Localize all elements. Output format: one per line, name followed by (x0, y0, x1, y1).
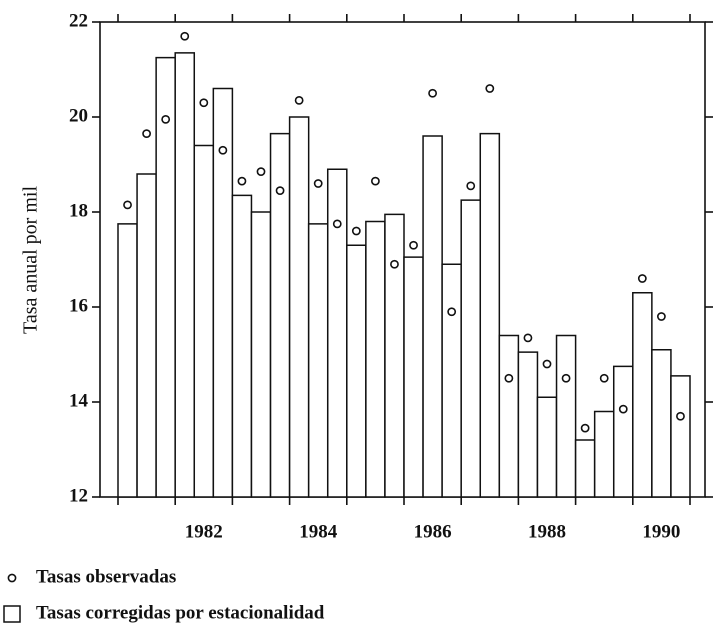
bar (231, 194, 253, 498)
bar (307, 223, 329, 498)
point (180, 31, 190, 41)
point (218, 145, 228, 155)
bar (593, 410, 615, 498)
bar (517, 351, 539, 498)
point (580, 423, 590, 433)
bar (403, 256, 424, 498)
point (447, 307, 457, 317)
bar (136, 173, 157, 498)
bar (670, 375, 691, 498)
point (523, 333, 533, 343)
point (370, 176, 380, 186)
y-tick-label: 12 (69, 485, 88, 506)
point (142, 129, 151, 139)
bar (498, 334, 520, 498)
point (485, 84, 495, 93)
point (351, 226, 361, 236)
legend-marker (3, 605, 21, 623)
point (561, 373, 571, 383)
point (409, 240, 418, 250)
y-tick-label: 14 (69, 390, 89, 411)
point (542, 359, 552, 369)
x-tick-label: 1990 (642, 521, 680, 542)
legend-label: Tasas observadas (36, 566, 176, 587)
bar (422, 135, 443, 498)
point (256, 167, 266, 177)
x-tick-label: 1982 (185, 521, 223, 542)
bar (632, 292, 653, 498)
legend-marker (7, 573, 17, 583)
y-tick-label: 20 (69, 105, 88, 126)
bar (193, 144, 215, 498)
bar (536, 396, 558, 498)
y-axis-label: Tasa anual por mil (20, 186, 42, 334)
bar (346, 244, 367, 498)
y-tick-label: 16 (69, 295, 88, 316)
bar (441, 263, 462, 498)
x-tick-label: 1988 (528, 521, 566, 542)
y-tick-label: 18 (69, 200, 88, 221)
point (599, 373, 609, 383)
y-tick-label: 22 (69, 10, 88, 31)
bar (326, 168, 348, 498)
bar (384, 213, 405, 498)
point (618, 404, 628, 414)
bar (365, 220, 386, 498)
point (237, 176, 247, 186)
x-tick-label: 1984 (299, 521, 338, 542)
point (161, 114, 171, 124)
point (466, 181, 476, 191)
point (294, 95, 304, 105)
point (504, 373, 514, 383)
point (199, 98, 209, 108)
bar (174, 52, 196, 498)
bar (651, 349, 672, 498)
point (275, 186, 285, 196)
bar (612, 365, 634, 498)
point (390, 259, 399, 269)
point (637, 274, 647, 283)
bar (460, 199, 482, 498)
point (657, 312, 666, 321)
point (428, 88, 437, 98)
legend-label: Tasas corregidas por estacionalidad (36, 602, 325, 623)
bar (479, 132, 501, 498)
bar (117, 223, 138, 498)
point (123, 200, 132, 210)
bar (250, 211, 272, 498)
bar (288, 116, 310, 498)
point (332, 219, 342, 229)
x-tick-label: 1986 (414, 521, 452, 542)
point (313, 179, 323, 188)
bar (574, 439, 596, 498)
bar (555, 334, 577, 498)
point (676, 411, 685, 421)
